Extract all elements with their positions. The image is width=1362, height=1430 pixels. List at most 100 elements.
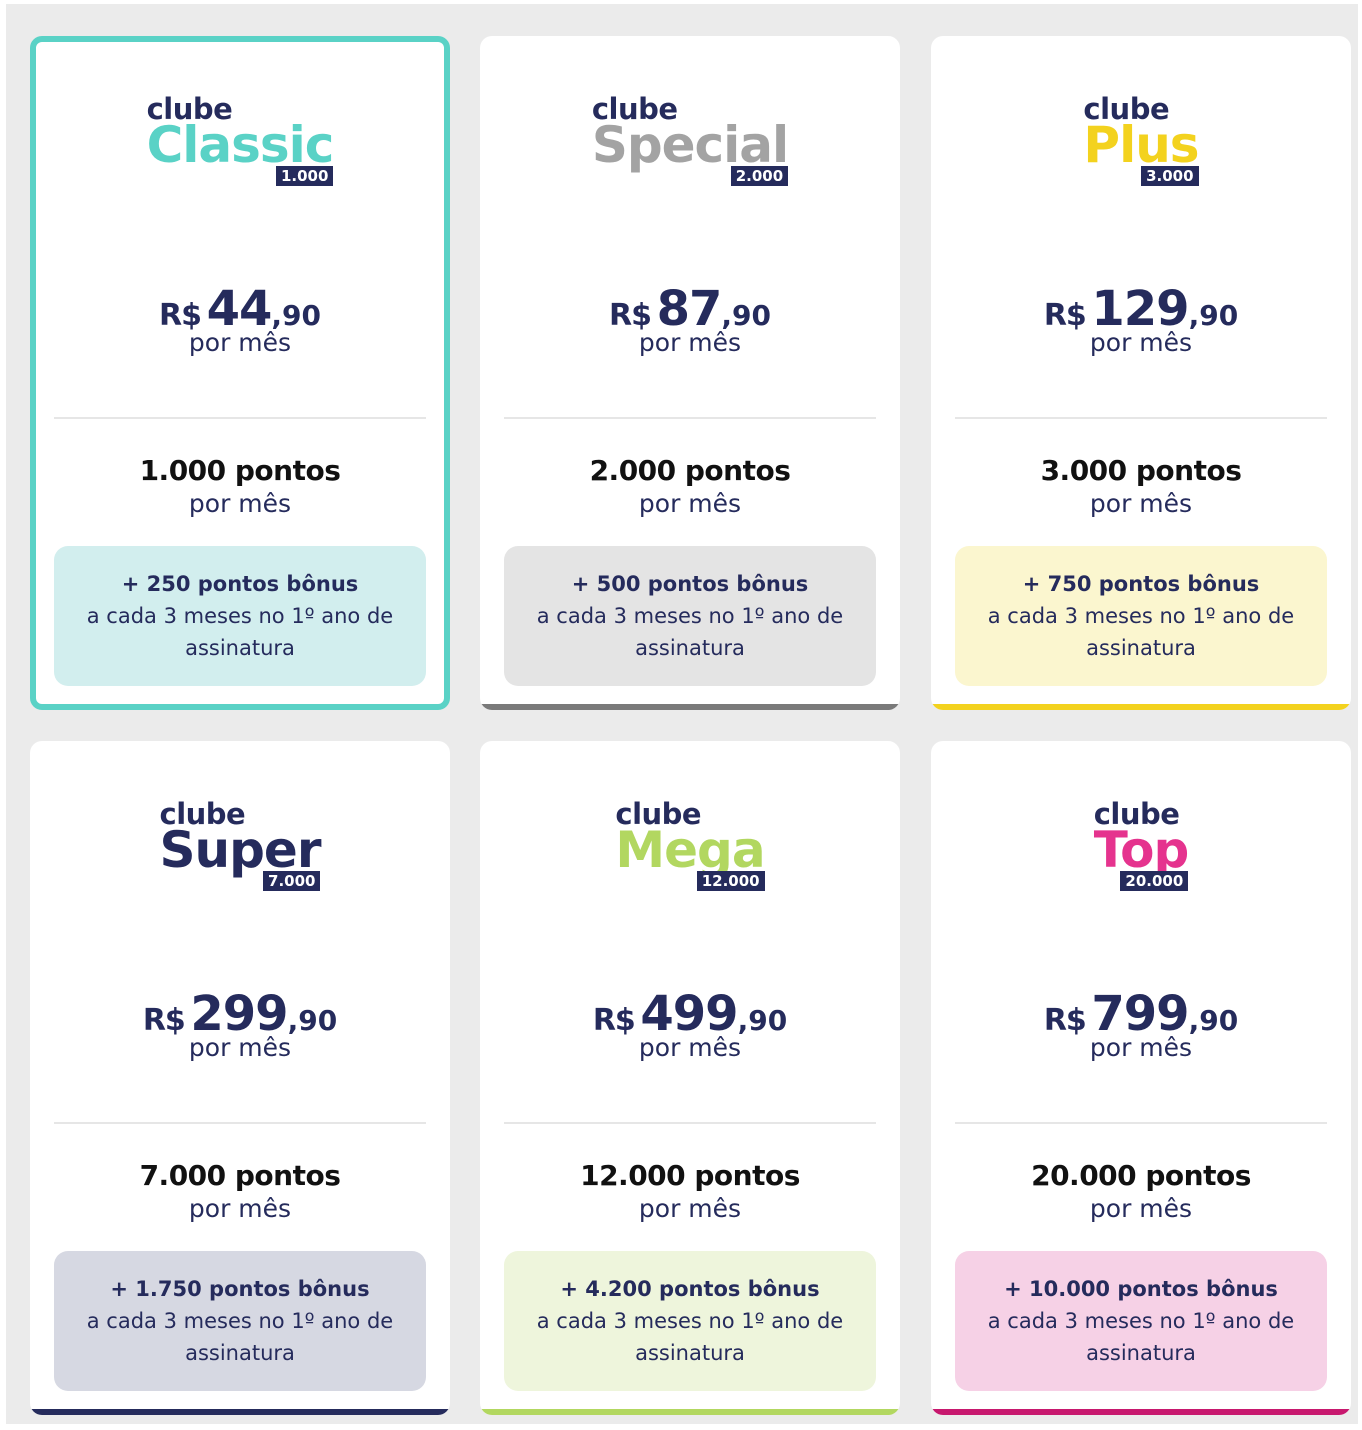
logo-prefix: clube	[146, 92, 233, 126]
plan-card-super[interactable]: clube Super 7.000 R$ 299,90 por mês 7.00…	[30, 741, 450, 1415]
plan-card-special[interactable]: clube Special 2.000 R$ 87,90 por mês 2.0…	[480, 36, 900, 710]
plan-price: R$ 799,90	[931, 986, 1351, 1042]
plan-price: R$ 299,90	[30, 986, 450, 1042]
divider	[955, 417, 1327, 419]
plans-grid: clube Classic 1.000 R$ 44,90 por mês 1.0…	[6, 4, 1358, 1424]
points-period: por mês	[1089, 489, 1193, 518]
price-currency: R$	[1043, 1003, 1087, 1038]
bonus-box: + 1.750 pontos bônus a cada 3 meses no 1…	[54, 1251, 426, 1391]
points-period: por mês	[638, 1194, 742, 1223]
divider	[54, 1122, 426, 1124]
bonus-box: + 750 pontos bônus a cada 3 meses no 1º …	[955, 546, 1327, 686]
bonus-title: + 10.000 pontos bônus	[1004, 1277, 1278, 1301]
logo-plan-name: Top	[1093, 821, 1190, 879]
bonus-box: + 500 pontos bônus a cada 3 meses no 1º …	[504, 546, 876, 686]
plan-logo: clube Special 2.000	[480, 94, 900, 204]
bonus-box: + 10.000 pontos bônus a cada 3 meses no …	[955, 1251, 1327, 1391]
price-period: por mês	[1089, 1033, 1193, 1062]
bonus-text: a cada 3 meses no 1º ano de assinatura	[86, 1309, 394, 1365]
plan-price: R$ 44,90	[36, 281, 444, 337]
points-period: por mês	[188, 489, 292, 518]
bonus-title: + 750 pontos bônus	[1022, 572, 1260, 596]
plan-points: 20.000 pontos	[1031, 1159, 1251, 1192]
price-currency: R$	[592, 1003, 636, 1038]
divider	[504, 417, 876, 419]
price-currency: R$	[1043, 298, 1087, 333]
divider	[54, 417, 426, 419]
logo-points-badge: 1.000	[275, 166, 334, 186]
logo-plan-name: Plus	[1083, 116, 1199, 174]
logo-prefix: clube	[615, 797, 702, 831]
price-integer: 299	[190, 986, 288, 1042]
price-currency: R$	[159, 298, 202, 333]
logo-points-badge: 3.000	[1141, 166, 1199, 186]
plan-points: 1.000 pontos	[139, 454, 341, 487]
bonus-text: a cada 3 meses no 1º ano de assinatura	[987, 604, 1295, 660]
card-accent-bar	[480, 704, 900, 710]
logo-prefix: clube	[159, 797, 246, 831]
logo-plan-name: Mega	[615, 821, 765, 879]
price-integer: 44	[206, 281, 273, 337]
logo-plan-name: Super	[159, 821, 322, 879]
bonus-title: + 250 pontos bônus	[121, 572, 359, 596]
price-integer: 87	[656, 281, 723, 337]
bonus-title: + 4.200 pontos bônus	[560, 1277, 820, 1301]
plan-logo: clube Mega 12.000	[480, 799, 900, 909]
plan-points: 12.000 pontos	[580, 1159, 800, 1192]
price-currency: R$	[609, 298, 652, 333]
price-integer: 799	[1091, 986, 1189, 1042]
logo-prefix: clube	[1093, 797, 1180, 831]
price-integer: 129	[1091, 281, 1189, 337]
bonus-text: a cada 3 meses no 1º ano de assinatura	[536, 604, 844, 660]
plan-logo: clube Top 20.000	[931, 799, 1351, 909]
plan-points: 3.000 pontos	[1040, 454, 1242, 487]
price-decimal: ,90	[271, 299, 321, 332]
card-accent-bar	[931, 1409, 1351, 1415]
plan-card-classic[interactable]: clube Classic 1.000 R$ 44,90 por mês 1.0…	[30, 36, 450, 710]
bonus-box: + 250 pontos bônus a cada 3 meses no 1º …	[54, 546, 426, 686]
plan-price: R$ 499,90	[480, 986, 900, 1042]
divider	[504, 1122, 876, 1124]
price-decimal: ,90	[287, 1004, 338, 1037]
logo-points-badge: 12.000	[696, 871, 765, 891]
logo-prefix: clube	[591, 92, 678, 126]
plan-card-mega[interactable]: clube Mega 12.000 R$ 499,90 por mês 12.0…	[480, 741, 900, 1415]
plan-price: R$ 87,90	[480, 281, 900, 337]
bonus-text: a cada 3 meses no 1º ano de assinatura	[86, 604, 394, 660]
logo-prefix: clube	[1083, 92, 1170, 126]
divider	[955, 1122, 1327, 1124]
price-decimal: ,90	[1188, 299, 1239, 332]
price-period: por mês	[188, 328, 292, 357]
price-currency: R$	[142, 1003, 186, 1038]
price-decimal: ,90	[721, 299, 771, 332]
price-integer: 499	[640, 986, 738, 1042]
plan-points: 2.000 pontos	[589, 454, 791, 487]
bonus-title: + 500 pontos bônus	[571, 572, 809, 596]
logo-points-badge: 20.000	[1120, 871, 1189, 891]
price-period: por mês	[638, 328, 742, 357]
plan-logo: clube Plus 3.000	[931, 94, 1351, 204]
bonus-text: a cada 3 meses no 1º ano de assinatura	[536, 1309, 844, 1365]
card-accent-bar	[480, 1409, 900, 1415]
plan-logo: clube Classic 1.000	[36, 92, 444, 204]
card-accent-bar	[931, 704, 1351, 710]
logo-plan-name: Classic	[146, 116, 335, 174]
card-accent-bar	[30, 1409, 450, 1415]
points-period: por mês	[638, 489, 742, 518]
plan-card-plus[interactable]: clube Plus 3.000 R$ 129,90 por mês 3.000…	[931, 36, 1351, 710]
logo-points-badge: 2.000	[730, 166, 789, 186]
logo-plan-name: Special	[591, 116, 789, 174]
points-period: por mês	[1089, 1194, 1193, 1223]
bonus-box: + 4.200 pontos bônus a cada 3 meses no 1…	[504, 1251, 876, 1391]
plan-logo: clube Super 7.000	[30, 799, 450, 909]
bonus-text: a cada 3 meses no 1º ano de assinatura	[987, 1309, 1295, 1365]
price-decimal: ,90	[1188, 1004, 1239, 1037]
price-period: por mês	[638, 1033, 742, 1062]
price-period: por mês	[1089, 328, 1193, 357]
plan-points: 7.000 pontos	[139, 1159, 341, 1192]
price-decimal: ,90	[737, 1004, 788, 1037]
bonus-title: + 1.750 pontos bônus	[110, 1277, 370, 1301]
price-period: por mês	[188, 1033, 292, 1062]
plan-card-top[interactable]: clube Top 20.000 R$ 799,90 por mês 20.00…	[931, 741, 1351, 1415]
logo-points-badge: 7.000	[263, 871, 321, 891]
